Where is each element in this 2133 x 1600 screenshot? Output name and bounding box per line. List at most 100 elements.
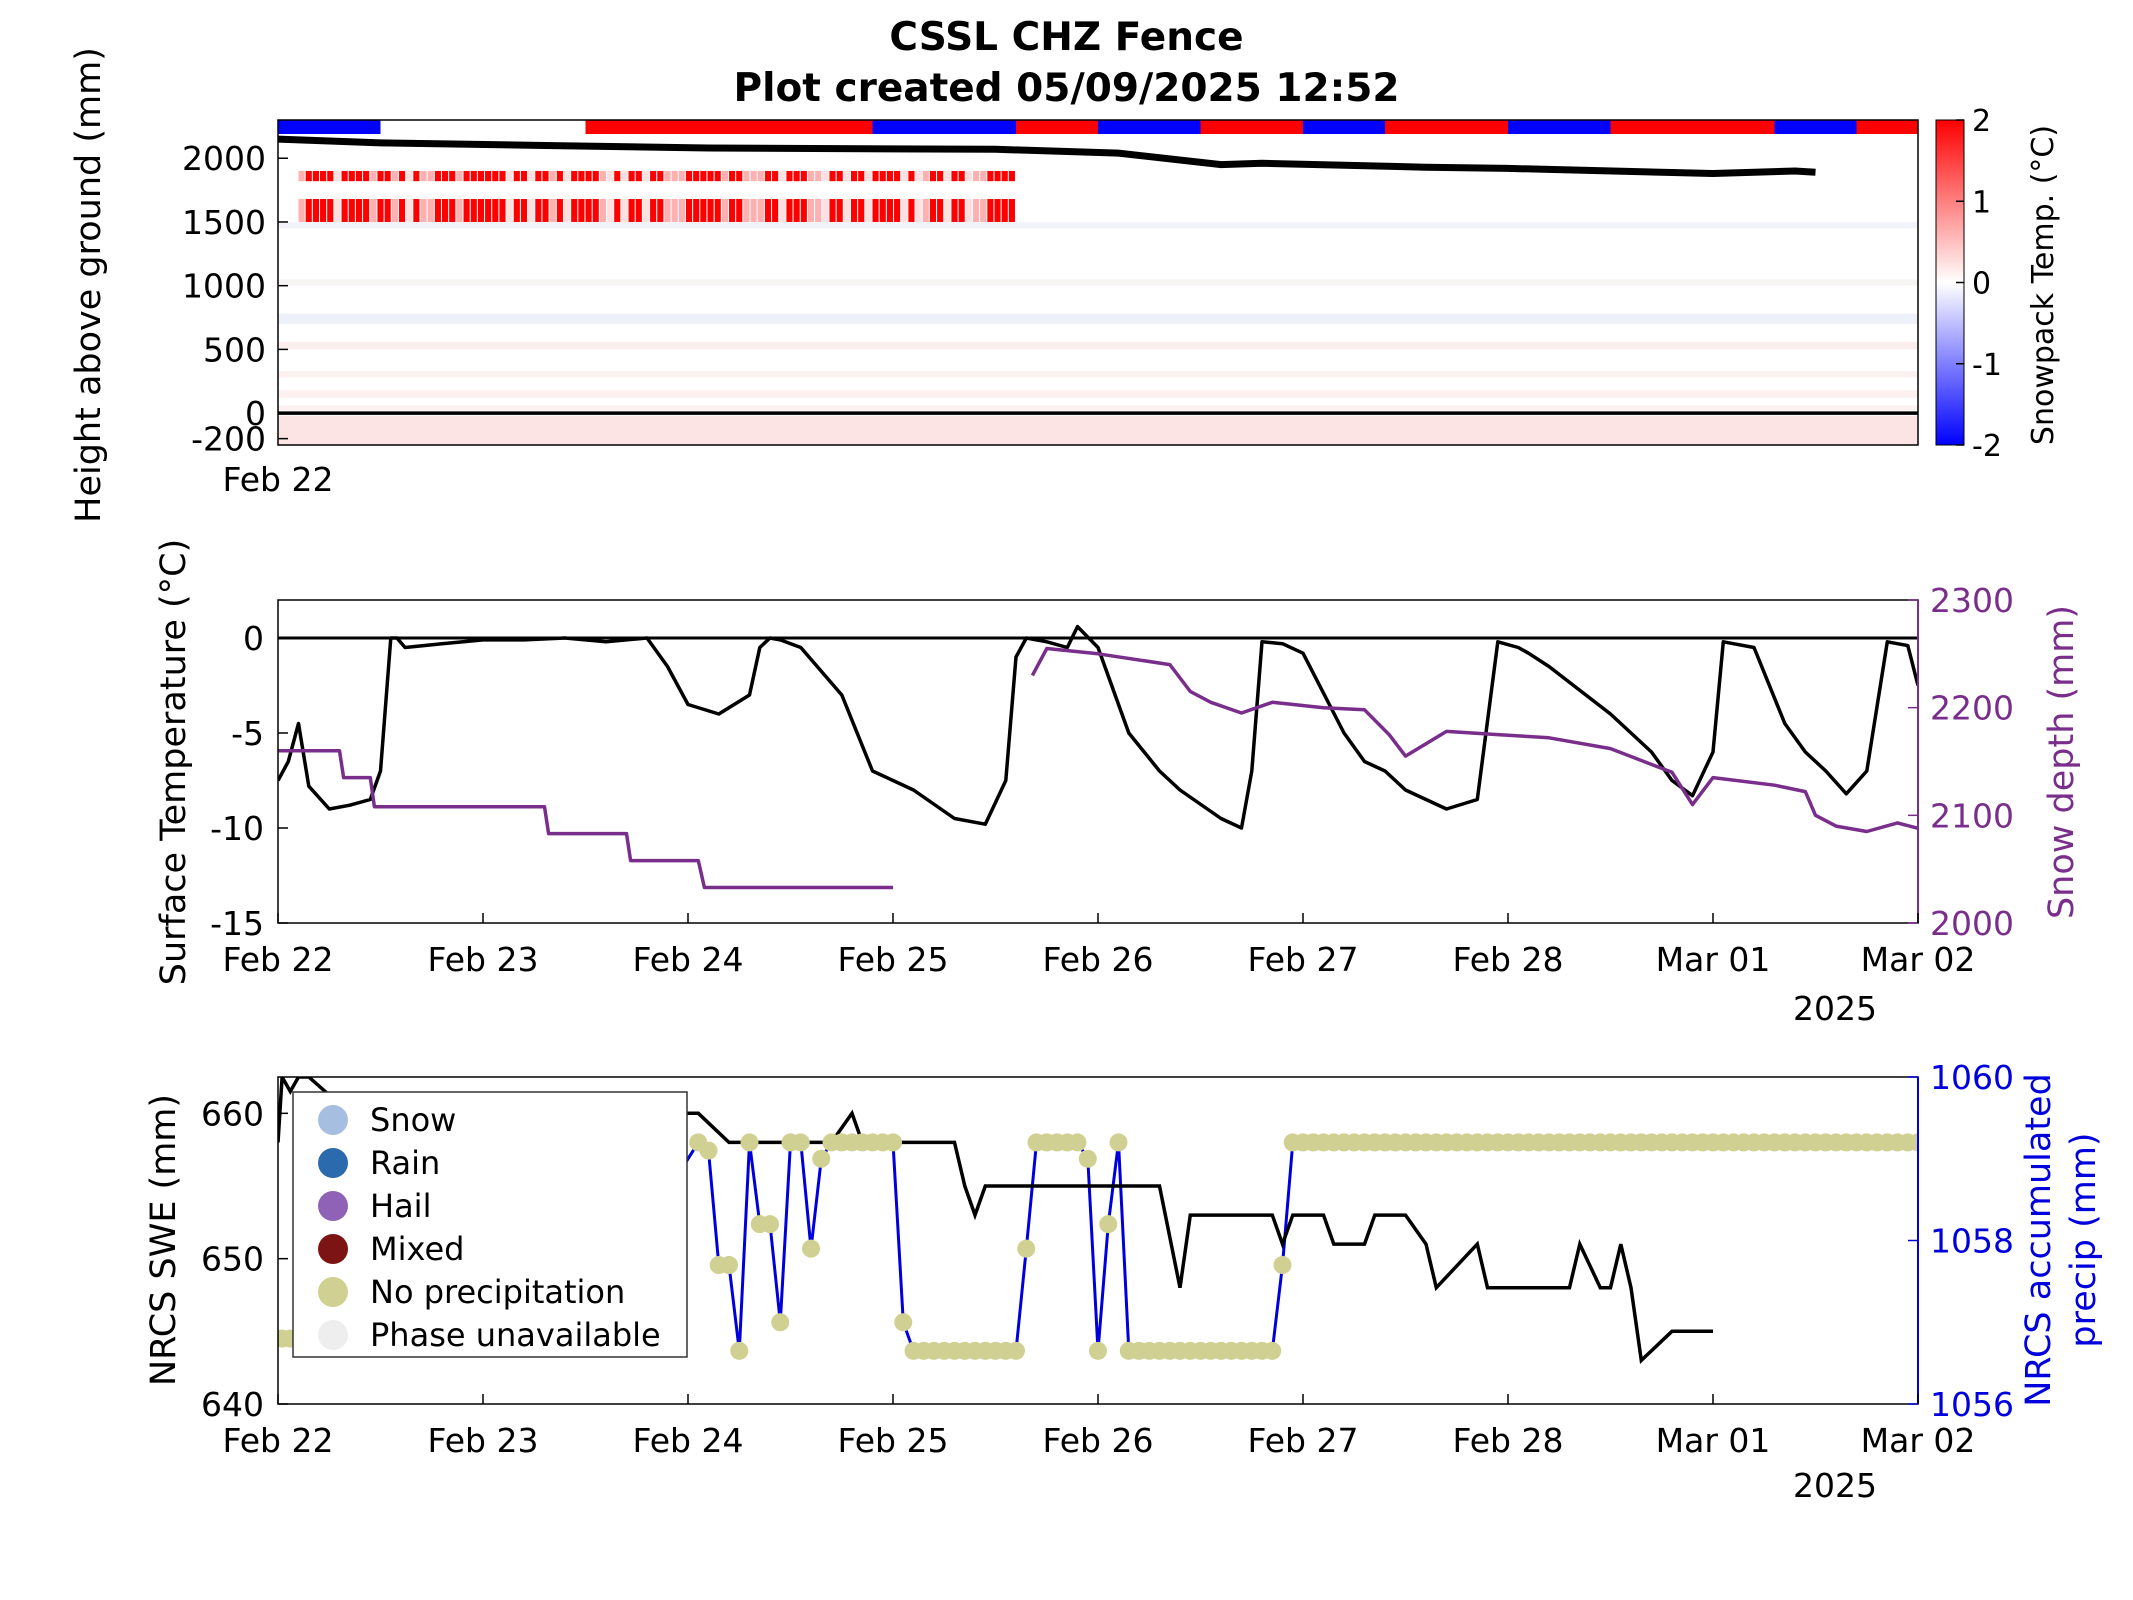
- warm-band-lower-71: [807, 199, 815, 222]
- warm-band-lower-44: [614, 199, 621, 222]
- warm-band-lower-14: [398, 199, 406, 222]
- warm-band-upper-82: [886, 170, 893, 182]
- warm-band-upper-81: [879, 170, 886, 182]
- warm-band-upper-62: [743, 170, 750, 182]
- p3-xtick-label-6: Feb 28: [1453, 1421, 1564, 1460]
- warm-band-lower-87: [922, 199, 929, 222]
- warm-band-lower-66: [772, 199, 779, 222]
- warm-band-lower-91: [951, 199, 958, 222]
- warm-band-lower-67: [779, 199, 786, 222]
- warm-band-lower-21: [449, 199, 456, 222]
- warm-band-lower-49: [650, 199, 657, 222]
- surface-block-3: [872, 120, 1016, 134]
- warm-band-lower-55: [693, 199, 700, 222]
- snow-depth-line-2: [1030, 646, 1918, 834]
- p3-xtick-label-8: Mar 02: [1861, 1421, 1976, 1460]
- warm-band-upper-0: [298, 170, 305, 182]
- warm-band-upper-4: [327, 170, 334, 182]
- panel1-y-ticks: 2000 1500 1000 500 0-200: [182, 139, 288, 459]
- panel2-y2-label: Snow depth (mm): [2042, 605, 2082, 919]
- snow-surface-line: [278, 135, 1816, 178]
- warm-band-upper-73: [822, 170, 829, 182]
- warm-band-lower-56: [700, 199, 707, 222]
- warm-band-upper-16: [413, 170, 420, 182]
- p2-y2tick-label-2: 2100: [1930, 796, 2014, 835]
- chart-title-line1: CSSL CHZ Fence: [889, 15, 1244, 60]
- warm-band-upper-45: [621, 170, 628, 182]
- surface-temperature-line: [278, 624, 1918, 830]
- warm-band-upper-50: [657, 170, 664, 182]
- warm-band-lower-70: [800, 199, 807, 222]
- panel1-frame: [277, 119, 1919, 446]
- surface-block-11: [1774, 120, 1857, 134]
- warm-band-lower-79: [865, 199, 872, 222]
- p3-y2tick-label-0: 1060: [1930, 1058, 2014, 1097]
- phase-point-34: [730, 1341, 749, 1360]
- panel1-x-tick: Feb 22: [223, 460, 334, 499]
- warm-band-lower-41: [592, 199, 599, 222]
- warm-band-lower-9: [363, 199, 370, 222]
- snow-depth-line-1: [278, 748, 893, 890]
- warm-band-upper-39: [578, 170, 585, 182]
- warm-band-lower-58: [714, 199, 721, 222]
- legend-label-0: Snow: [370, 1101, 456, 1139]
- cb-tick-label-4: -2: [1972, 429, 2002, 464]
- warm-band-lower-93: [965, 199, 972, 222]
- warm-band-lower-61: [736, 199, 743, 222]
- legend-label-3: Mixed: [370, 1230, 464, 1268]
- p3-xtick-label-1: Feb 23: [428, 1421, 539, 1460]
- warm-band-lower-29: [506, 199, 513, 222]
- phase-point-42: [812, 1149, 831, 1168]
- warm-band-upper-21: [449, 170, 456, 182]
- warm-band-lower-85: [908, 199, 915, 222]
- warm-band-lower-52: [671, 199, 678, 222]
- warm-band-upper-88: [929, 170, 937, 182]
- warm-band-upper-14: [398, 170, 406, 182]
- warm-band-lower-3: [320, 199, 327, 222]
- p3-y2tick-label-1: 1058: [1930, 1222, 2014, 1261]
- warm-band-lower-94: [972, 199, 980, 222]
- warm-band-upper-20: [442, 170, 449, 182]
- panel3-year-label: 2025: [1793, 1466, 1877, 1505]
- legend-marker-4: [318, 1277, 348, 1307]
- warm-band-upper-52: [671, 170, 678, 182]
- warm-band-lower-57: [707, 199, 714, 222]
- p2-xtick-label-2: Feb 24: [633, 940, 744, 979]
- warm-band-lower-72: [815, 199, 822, 222]
- legend-marker-1: [318, 1148, 348, 1178]
- warm-band-lower-68: [786, 199, 793, 222]
- warm-band-upper-43: [607, 170, 614, 182]
- p2-y2tick-label-0: 2300: [1930, 581, 2014, 620]
- heatmap-band-0: [278, 221, 1918, 229]
- warm-band-lower-78: [858, 199, 865, 222]
- warm-band-lower-26: [485, 199, 492, 222]
- warm-band-upper-54: [685, 170, 693, 182]
- warm-band-upper-31: [520, 170, 528, 182]
- legend-marker-2: [318, 1191, 348, 1221]
- warm-band-upper-79: [865, 170, 872, 182]
- heatmap-band-7: [278, 415, 1918, 445]
- warm-band-lower-51: [664, 199, 671, 222]
- warm-band-upper-48: [642, 170, 650, 182]
- p2-ytick-label-3: -15: [210, 904, 264, 943]
- warm-band-upper-80: [872, 170, 879, 182]
- surface-block-12: [1856, 120, 1918, 134]
- surface-block-5: [1098, 120, 1201, 134]
- warm-band-upper-98: [1001, 170, 1008, 182]
- warm-band-upper-94: [972, 170, 980, 182]
- p1-ytick-label-5: -200: [191, 420, 266, 459]
- phase-point-68: [1078, 1149, 1097, 1168]
- warm-band-upper-68: [786, 170, 793, 182]
- surface-block-0: [278, 120, 381, 134]
- p2-xtick-label-6: Feb 28: [1453, 940, 1564, 979]
- colorbar-ticks: 2 1 0 -1 -2: [1956, 104, 2002, 464]
- warm-band-upper-15: [406, 170, 413, 182]
- cb-tick-label-0: 2: [1972, 104, 1991, 139]
- surface-block-10: [1610, 120, 1775, 134]
- warm-band-lower-62: [743, 199, 750, 222]
- p3-y2tick-label-2: 1056: [1930, 1385, 2014, 1424]
- phase-point-71: [1109, 1133, 1128, 1152]
- swe-line: [278, 1077, 1713, 1365]
- warm-band-upper-28: [499, 170, 506, 182]
- warm-band-upper-34: [542, 170, 549, 182]
